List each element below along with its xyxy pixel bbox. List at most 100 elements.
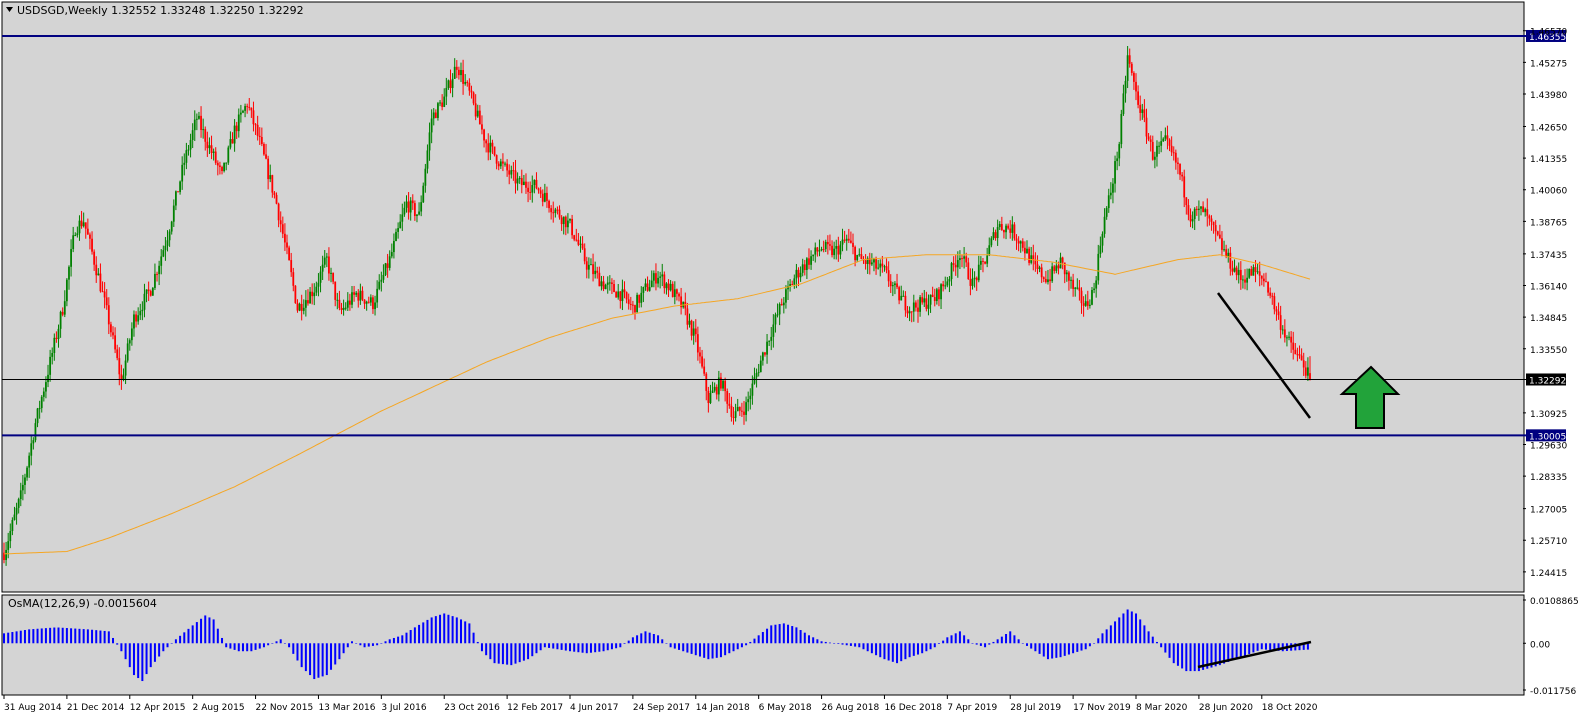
candle-body	[1309, 373, 1311, 380]
osma-bar	[556, 643, 559, 650]
candle-body	[1074, 287, 1077, 289]
candle-body	[1156, 145, 1158, 157]
candle-body	[388, 256, 391, 268]
candle-body	[1036, 264, 1039, 269]
candle-body	[1225, 249, 1228, 257]
candle-body	[367, 301, 370, 303]
osma-bar	[849, 643, 852, 646]
candle-body	[782, 302, 785, 306]
candle-body	[705, 373, 708, 391]
y-tick-label: 1.37435	[1530, 251, 1567, 261]
osma-bar	[527, 643, 530, 660]
candle-body	[711, 390, 714, 394]
osma-bar	[40, 628, 43, 644]
candle-body	[296, 302, 299, 311]
candle-body	[942, 284, 945, 287]
candle-body	[284, 233, 286, 243]
x-tick-label: 12 Apr 2015	[130, 703, 186, 713]
candle-body	[967, 262, 970, 280]
osma-bar	[543, 643, 546, 648]
candle-body	[631, 304, 634, 306]
candle-body	[627, 299, 630, 304]
candle-body	[667, 283, 670, 291]
osma-bar	[803, 632, 806, 644]
osma-trendline[interactable]	[1197, 640, 1312, 669]
candle-body	[1009, 228, 1012, 233]
y-tick-label: 1.41355	[1530, 155, 1567, 165]
candle-body	[1302, 360, 1305, 368]
osma-bar	[388, 639, 391, 644]
candle-body	[805, 258, 808, 270]
osma-bar	[598, 643, 601, 652]
candle-body	[514, 170, 517, 184]
candle-body	[256, 124, 259, 136]
triangle-down-icon[interactable]	[6, 7, 13, 12]
candle-body	[1185, 197, 1188, 206]
candle-body	[1101, 233, 1104, 246]
osma-bar	[506, 643, 509, 665]
candle-body	[397, 228, 400, 232]
candle-body	[1076, 287, 1079, 289]
osma-group	[3, 609, 1309, 682]
osma-bar	[1021, 643, 1024, 644]
x-axis: 31 Aug 2014 21 Dec 2014 12 Apr 2015 2 Aug 2…	[3, 695, 1318, 713]
candle-body	[780, 304, 783, 306]
candle-body	[97, 273, 100, 276]
candle-body	[1024, 247, 1026, 254]
candle-body	[894, 283, 896, 286]
osma-bar	[610, 643, 613, 650]
candle-body	[160, 256, 163, 266]
candle-body	[1091, 289, 1093, 305]
price-trendline[interactable]	[1216, 292, 1312, 419]
candle-body	[944, 285, 947, 287]
osma-bar	[229, 643, 232, 649]
candle-body	[655, 273, 657, 284]
osma-bar	[195, 622, 198, 644]
osma-bar	[476, 641, 479, 644]
osma-bar	[1235, 643, 1238, 659]
candle-body	[891, 285, 894, 287]
candle-body	[1122, 93, 1125, 114]
candle-body	[55, 337, 58, 339]
candle-body	[994, 232, 997, 239]
osma-bar	[1227, 643, 1230, 662]
candle-body	[1114, 161, 1116, 184]
osma-bar	[858, 643, 861, 648]
osma-bar	[900, 643, 903, 662]
candle-body	[1258, 271, 1261, 276]
candle-body	[1300, 355, 1303, 361]
osma-bar	[732, 643, 735, 652]
candle-body	[135, 314, 137, 322]
candle-body	[776, 314, 779, 316]
candle-body	[309, 291, 311, 304]
candle-body	[858, 254, 861, 256]
candle-body	[755, 373, 758, 378]
candle-body	[286, 242, 288, 248]
osma-bar	[422, 622, 425, 644]
candle-body	[1179, 163, 1181, 175]
candle-body	[745, 402, 747, 415]
candle-body	[839, 244, 842, 255]
osma-bar	[933, 643, 936, 648]
osma-bar	[451, 616, 454, 644]
candle-body	[1265, 281, 1267, 283]
candle-body	[1084, 301, 1087, 306]
candle-body	[361, 290, 364, 300]
candle-body	[935, 289, 938, 302]
candle-body	[172, 205, 175, 222]
candle-body	[374, 302, 376, 310]
osma-bar	[1017, 639, 1020, 644]
candle-body	[816, 247, 819, 252]
candle-body	[74, 235, 77, 237]
main-pane	[1, 1, 1525, 593]
candle-body	[116, 349, 119, 359]
x-tick-label: 13 Mar 2016	[318, 703, 375, 713]
candle-body	[912, 302, 915, 312]
candle-body	[590, 264, 592, 266]
up-arrow-icon[interactable]	[1339, 365, 1401, 429]
candle-body	[1248, 269, 1251, 278]
candle-body	[107, 305, 110, 325]
osma-bar	[623, 643, 626, 644]
candle-body	[657, 277, 659, 284]
osma-bar	[1302, 643, 1305, 650]
